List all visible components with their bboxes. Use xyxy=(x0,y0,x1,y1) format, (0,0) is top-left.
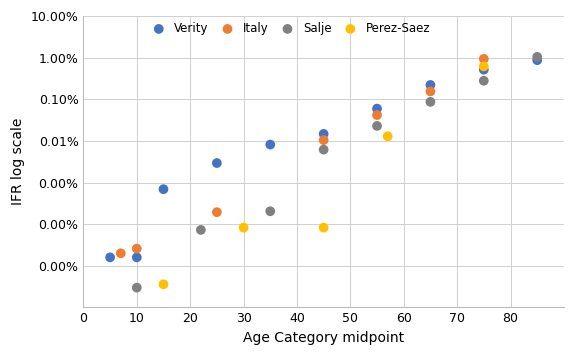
Verity xyxy=(319,131,328,137)
Italy xyxy=(132,246,141,251)
Perez-Saez xyxy=(383,134,392,139)
Salje xyxy=(373,123,382,129)
X-axis label: Age Category midpoint: Age Category midpoint xyxy=(243,331,404,345)
Perez-Saez xyxy=(319,225,328,230)
Perez-Saez xyxy=(479,63,488,69)
Italy xyxy=(116,251,125,256)
Verity xyxy=(266,142,275,147)
Italy xyxy=(479,56,488,62)
Verity xyxy=(532,57,542,63)
Italy xyxy=(426,89,435,94)
Italy xyxy=(319,137,328,143)
Y-axis label: IFR log scale: IFR log scale xyxy=(11,118,25,205)
Salje xyxy=(479,78,488,84)
Salje xyxy=(196,227,205,233)
Verity xyxy=(132,255,141,260)
Italy xyxy=(212,209,221,215)
Salje xyxy=(266,208,275,214)
Verity xyxy=(105,255,114,260)
Salje xyxy=(319,147,328,152)
Salje xyxy=(132,285,141,290)
Verity xyxy=(426,82,435,88)
Verity xyxy=(479,67,488,73)
Perez-Saez xyxy=(159,282,168,287)
Verity xyxy=(373,106,382,111)
Salje xyxy=(532,54,542,60)
Legend: Verity, Italy, Salje, Perez-Saez: Verity, Italy, Salje, Perez-Saez xyxy=(147,22,430,35)
Perez-Saez xyxy=(239,225,248,230)
Verity xyxy=(159,186,168,192)
Verity xyxy=(212,160,221,166)
Italy xyxy=(373,112,382,118)
Salje xyxy=(426,99,435,105)
